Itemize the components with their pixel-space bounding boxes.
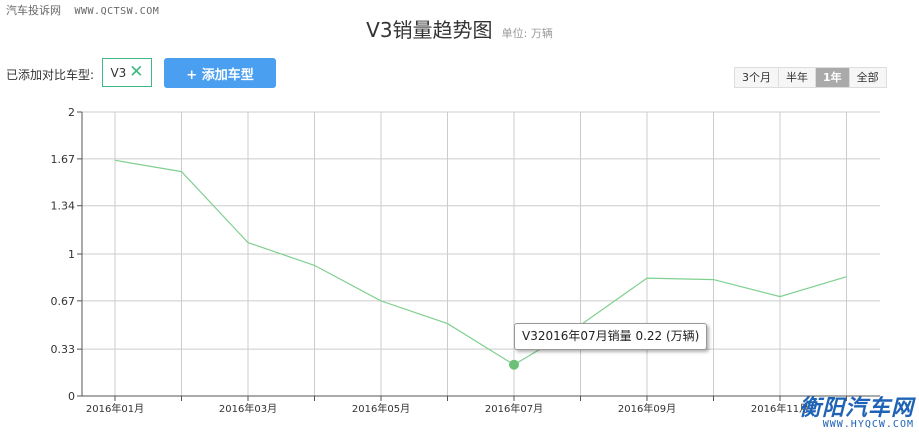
data-point[interactable] <box>844 274 850 280</box>
range-half-year-button[interactable]: 半年 <box>779 68 816 87</box>
grid-lines <box>82 111 880 396</box>
range-selector: 3个月 半年 1年 全部 <box>734 67 887 88</box>
add-model-button[interactable]: + 添加车型 <box>164 58 276 88</box>
watermark-site-url: WWW.QCTSW.COM <box>74 6 160 17</box>
y-tick-labels: 0 0.33 0.67 1 1.34 1.67 2 <box>51 106 76 403</box>
chart-header: V3销量趋势图 单位: 万辆 <box>0 14 919 43</box>
highlighted-data-point[interactable] <box>509 359 519 370</box>
x-tick-label: 2016年09月 <box>618 402 676 415</box>
watermark-brand-logo: 衡阳汽车网 <box>798 396 914 421</box>
data-point[interactable] <box>445 321 451 327</box>
chart-title: V3销量趋势图 <box>366 18 493 42</box>
series-line <box>114 159 847 366</box>
unit-label: 单位: 万辆 <box>501 27 553 40</box>
y-tick-label: 2 <box>68 106 75 119</box>
range-3-months-button[interactable]: 3个月 <box>735 68 779 87</box>
data-point[interactable] <box>312 262 318 268</box>
y-tick-label: 1 <box>68 248 75 261</box>
range-1-year-button[interactable]: 1年 <box>816 68 850 87</box>
watermark-site-name: 汽车投诉网 <box>6 4 61 17</box>
x-tick-label: 2016年03月 <box>219 402 277 415</box>
top-watermark: 汽车投诉网 WWW.QCTSW.COM <box>6 2 159 18</box>
y-tick-label: 0.33 <box>51 343 76 356</box>
watermark-url: WWW.HYQCW.COM <box>822 419 914 430</box>
close-icon[interactable]: ✕ <box>129 62 144 82</box>
data-point[interactable] <box>179 169 185 175</box>
x-tick-labels: 2016年01月 2016年03月 2016年05月 2016年07月 2016年09月… <box>86 402 809 415</box>
data-points[interactable] <box>112 157 850 370</box>
bottom-watermark: 衡阳汽车网 WWW.HYQCW.COM <box>734 390 914 430</box>
compare-label: 已添加对比车型: <box>6 68 95 82</box>
series-line-path <box>114 159 847 366</box>
y-tick-label: 1.34 <box>51 200 76 213</box>
data-point[interactable] <box>245 240 251 246</box>
data-point[interactable] <box>378 298 384 304</box>
data-point[interactable] <box>777 294 783 300</box>
data-point[interactable] <box>112 157 118 163</box>
axes <box>77 111 880 401</box>
x-tick-label: 2016年07月 <box>485 402 543 415</box>
model-tag-label: V3 <box>110 65 127 80</box>
y-tick-label: 0 <box>68 390 75 403</box>
x-tick-label: 2016年11月 <box>751 402 809 415</box>
y-tick-label: 1.67 <box>51 153 76 166</box>
x-tick-label: 2016年01月 <box>86 402 144 415</box>
data-tooltip: V32016年07月销量 0.22 (万辆) <box>514 323 708 350</box>
model-tag-v3[interactable]: V3 ✕ <box>102 58 152 87</box>
y-tick-label: 0.67 <box>51 295 76 308</box>
data-point[interactable] <box>644 275 650 281</box>
x-tick-label: 2016年05月 <box>352 402 410 415</box>
data-point[interactable] <box>711 277 717 283</box>
range-all-button[interactable]: 全部 <box>849 68 886 87</box>
